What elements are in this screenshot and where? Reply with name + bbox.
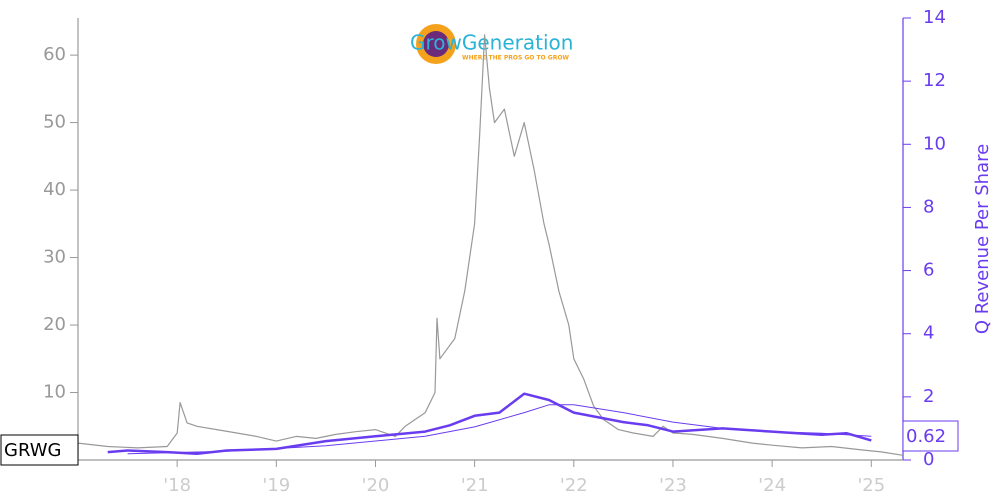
x-tick-label: '20 — [362, 475, 390, 496]
x-tick-label: '25 — [857, 475, 885, 496]
y-tick-label: 20 — [43, 314, 66, 335]
x-tick-label: '18 — [163, 475, 191, 496]
ticker-box — [0, 434, 79, 466]
y2-axis-label: Q Revenue Per Share — [972, 144, 993, 334]
y-tick-label: 60 — [43, 44, 66, 65]
logo: GrowGeneration WHERE THE PROS GO TO GROW — [410, 24, 573, 64]
value-label: 0.62 — [906, 426, 946, 447]
y2-tick-label: 0 — [923, 449, 934, 470]
ticker-label: GRWG — [4, 440, 61, 461]
y-tick-label: 10 — [43, 382, 66, 403]
y2-tick-label: 6 — [923, 260, 934, 281]
logo-core — [423, 31, 449, 57]
series-line — [107, 392, 872, 455]
y-tick-label: 30 — [43, 247, 66, 268]
x-tick-label: '24 — [758, 475, 786, 496]
x-tick-label: '19 — [262, 475, 290, 496]
x-tick-label: '21 — [461, 475, 489, 496]
x-tick-label: '23 — [659, 475, 687, 496]
y2-tick-label: 12 — [923, 70, 946, 91]
series-line — [77, 34, 904, 456]
y2-tick-label: 4 — [923, 323, 934, 344]
y2-tick-label: 8 — [923, 196, 934, 217]
y-tick-label: 40 — [43, 179, 66, 200]
y2-tick-label: 2 — [923, 386, 934, 407]
x-tick-label: '22 — [560, 475, 588, 496]
value-box — [902, 420, 959, 452]
logo-text: GrowGeneration — [410, 31, 573, 55]
y2-tick-label: 10 — [923, 133, 946, 154]
y-tick-label: 50 — [43, 112, 66, 133]
logo-tagline: WHERE THE PROS GO TO GROW — [462, 55, 569, 62]
series-line — [127, 404, 872, 455]
y2-tick-label: 14 — [923, 7, 946, 28]
